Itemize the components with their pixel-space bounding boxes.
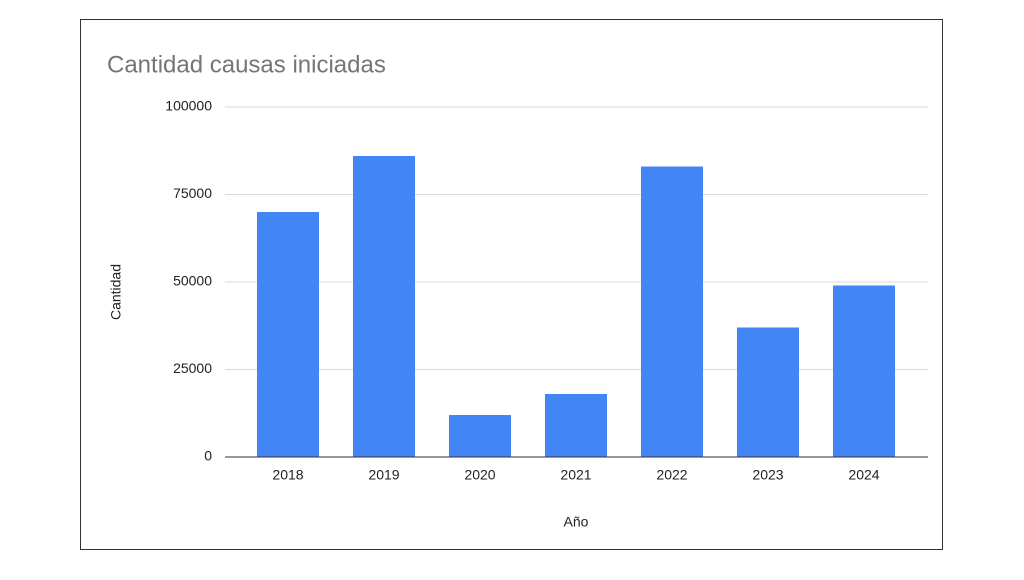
y-tick-label: 75000 [173, 185, 212, 201]
bar [737, 327, 799, 457]
bar [257, 212, 319, 457]
x-tick-label: 2018 [272, 467, 303, 483]
x-tick-label: 2020 [464, 467, 495, 483]
x-tick-label: 2024 [848, 467, 879, 483]
y-tick-label: 25000 [173, 360, 212, 376]
chart-title: Cantidad causas iniciadas [107, 51, 386, 78]
x-tick-label: 2023 [752, 467, 783, 483]
y-axis-label: Cantidad [108, 264, 124, 320]
x-axis-label: Año [564, 514, 589, 530]
y-tick-label: 50000 [173, 273, 212, 289]
y-tick-label: 100000 [165, 98, 212, 114]
bar [353, 156, 415, 457]
bar [449, 415, 511, 457]
x-tick-label: 2019 [368, 467, 399, 483]
x-tick-label: 2022 [656, 467, 687, 483]
chart-frame [80, 19, 943, 550]
bar [545, 394, 607, 457]
y-tick-label: 0 [204, 448, 212, 464]
bar [641, 166, 703, 457]
bar [833, 285, 895, 457]
x-tick-label: 2021 [560, 467, 591, 483]
